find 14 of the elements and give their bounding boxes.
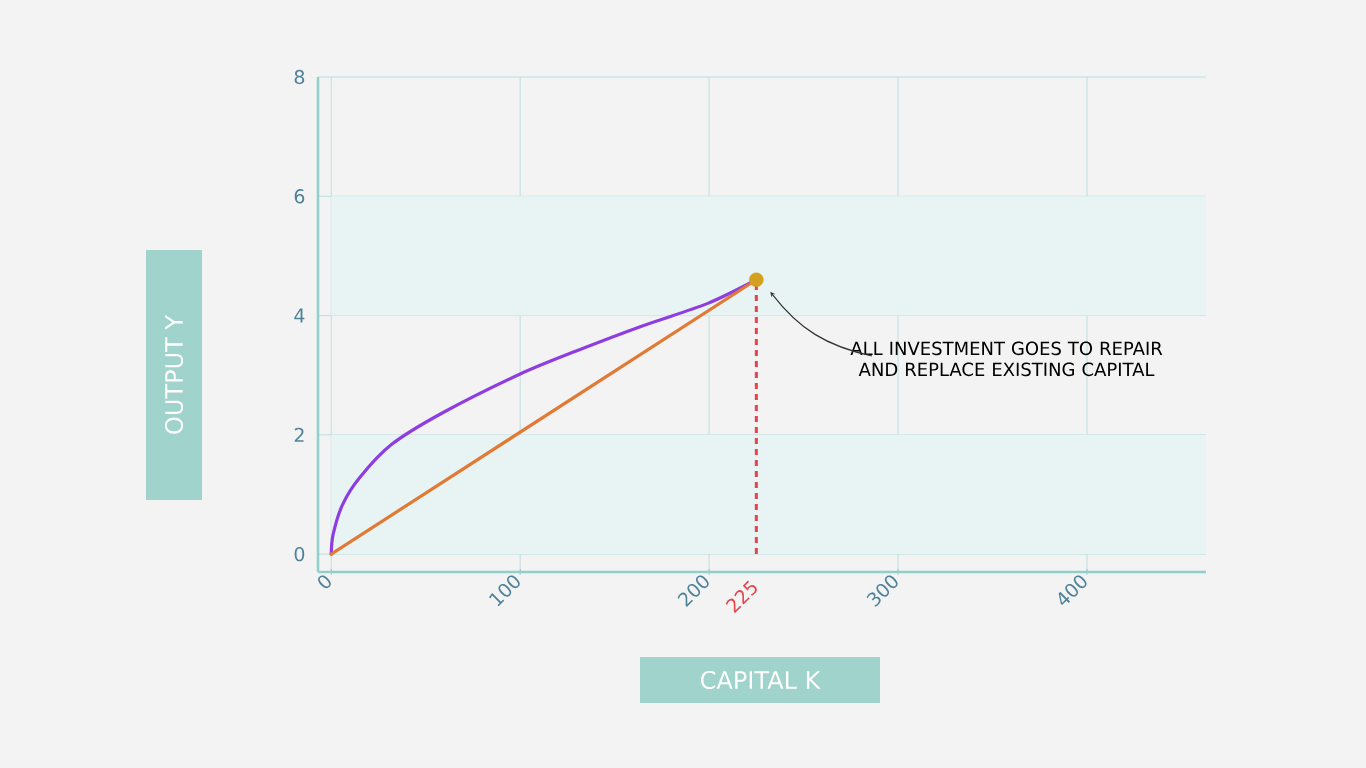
y-tick-label: 8 <box>294 69 305 85</box>
ref-line-label: 225 <box>725 580 757 614</box>
y-tick-label: 2 <box>294 427 304 442</box>
y-tick-label: 4 <box>294 308 305 323</box>
y-tick-label: 6 <box>294 189 305 204</box>
y-tick-label: 0 <box>294 546 305 562</box>
x-tick-label: 300 <box>866 575 898 607</box>
x-tick-label: 0 <box>318 575 331 589</box>
x-tick-label: 200 <box>677 575 709 608</box>
x-axis-title: CAPITAL K <box>701 670 821 690</box>
x-tick-label: 100 <box>489 575 520 607</box>
annotation: ALL INVESTMENT GOES TO REPAIR AND REPLACE EXISTING CAPITAL <box>850 341 1163 377</box>
y-axis-title: OUTPUT Y <box>164 314 184 434</box>
x-tick-label: 400 <box>1058 575 1087 606</box>
